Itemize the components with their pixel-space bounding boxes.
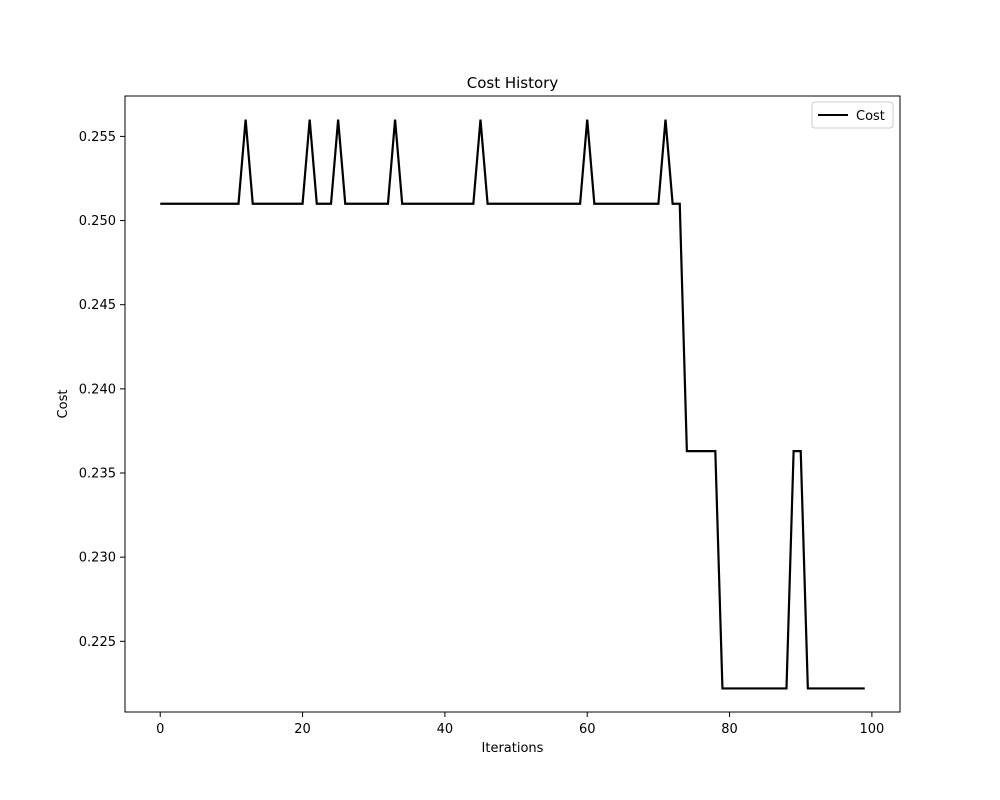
x-tick-label: 20 <box>294 722 311 737</box>
plot-area <box>124 95 901 713</box>
x-tick-label: 80 <box>721 722 738 737</box>
y-axis-label: Cost <box>56 390 71 419</box>
y-tick-label: 0.250 <box>79 214 116 229</box>
y-tick-label: 0.255 <box>79 130 116 145</box>
y-tick-label: 0.225 <box>79 635 116 650</box>
x-tick-label: 60 <box>579 722 596 737</box>
y-tick-label: 0.230 <box>79 551 116 566</box>
y-tick-label: 0.235 <box>79 467 116 482</box>
x-tick-label: 40 <box>437 722 454 737</box>
legend: Cost <box>811 101 894 129</box>
chart-title: Cost History <box>467 74 559 92</box>
x-tick-label: 0 <box>156 722 164 737</box>
legend-box <box>811 101 894 129</box>
x-axis-ticks: 0 20 40 60 80 100 <box>156 712 884 737</box>
axes-frame <box>124 95 901 713</box>
y-axis-ticks: 0.225 0.230 0.235 0.240 0.245 0.250 0.255 <box>79 130 125 650</box>
y-tick-label: 0.240 <box>79 382 116 397</box>
x-axis-label: Iterations <box>482 741 544 756</box>
x-tick-label: 100 <box>859 722 884 737</box>
y-tick-label: 0.245 <box>79 298 116 313</box>
series-line-cost <box>160 119 865 690</box>
legend-label-cost: Cost <box>856 109 885 124</box>
